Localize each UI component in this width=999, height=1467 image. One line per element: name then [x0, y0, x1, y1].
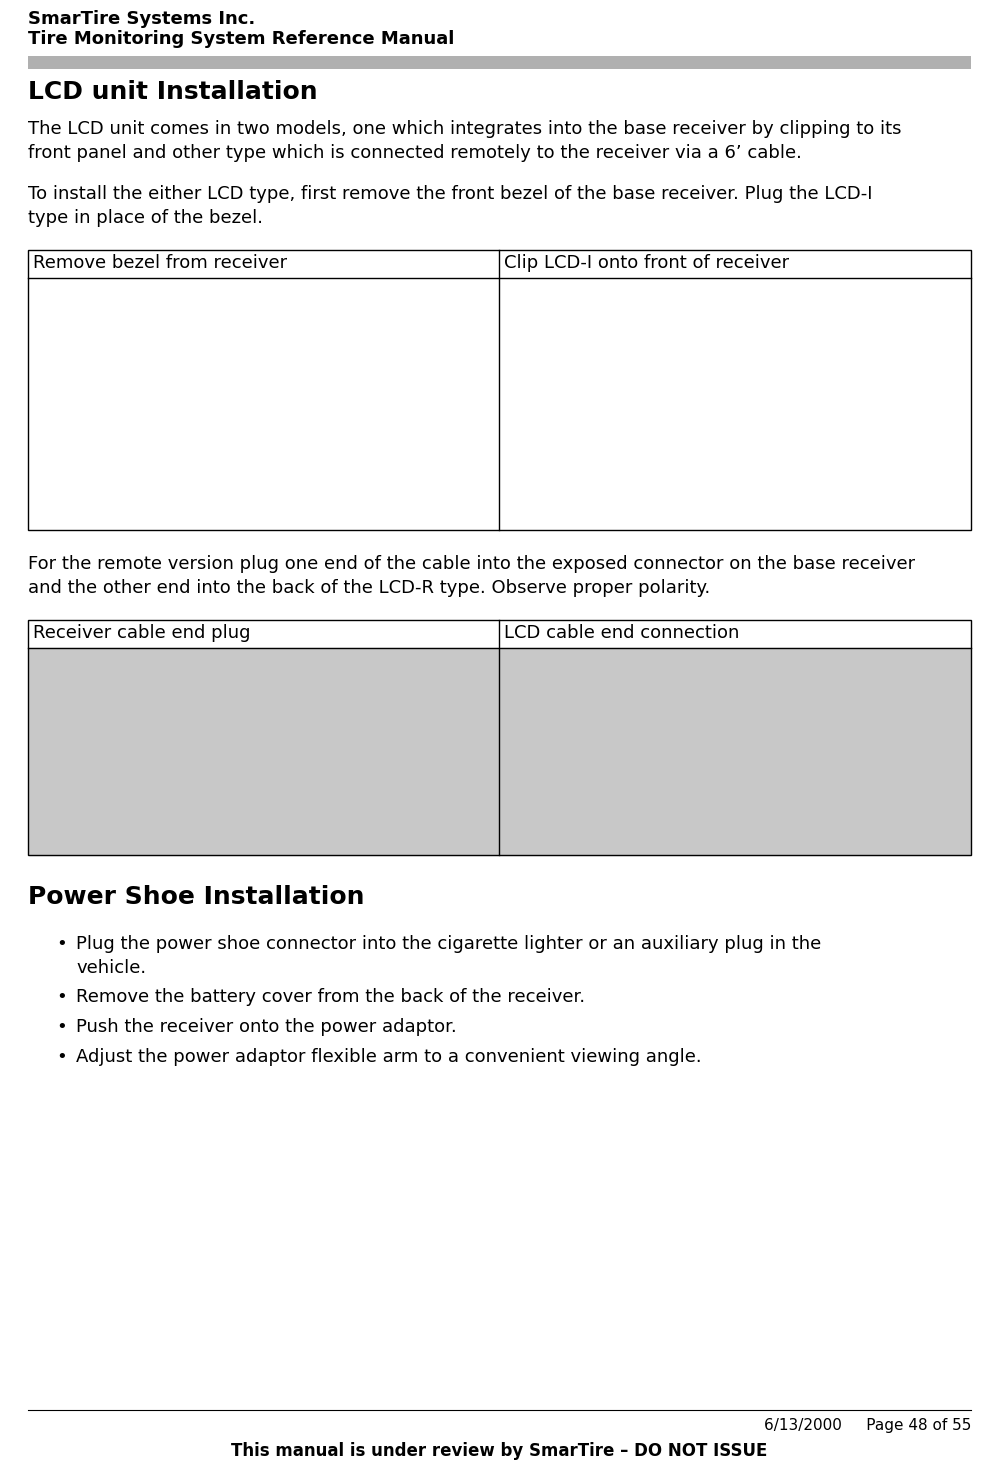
Bar: [500, 648, 970, 855]
Text: Adjust the power adaptor flexible arm to a convenient viewing angle.: Adjust the power adaptor flexible arm to…: [76, 1047, 701, 1067]
Bar: [500, 279, 970, 530]
Bar: [28, 621, 971, 855]
Text: 6/13/2000     Page 48 of 55: 6/13/2000 Page 48 of 55: [763, 1419, 971, 1433]
Text: Push the receiver onto the power adaptor.: Push the receiver onto the power adaptor…: [76, 1018, 457, 1036]
Text: Clip LCD-I onto front of receiver: Clip LCD-I onto front of receiver: [504, 254, 789, 271]
Text: For the remote version plug one end of the cable into the exposed connector on t: For the remote version plug one end of t…: [28, 555, 915, 597]
Text: •: •: [56, 987, 67, 1006]
Text: To install the either LCD type, first remove the front bezel of the base receive: To install the either LCD type, first re…: [28, 185, 872, 227]
Bar: [28, 249, 971, 530]
Text: •: •: [56, 934, 67, 954]
Text: •: •: [56, 1018, 67, 1036]
Text: Tire Monitoring System Reference Manual: Tire Monitoring System Reference Manual: [28, 29, 455, 48]
Bar: [28, 56, 971, 69]
Bar: [29, 648, 498, 855]
Text: LCD cable end connection: LCD cable end connection: [504, 623, 739, 643]
Text: •: •: [56, 1047, 67, 1067]
Text: Power Shoe Installation: Power Shoe Installation: [28, 885, 365, 910]
Text: Receiver cable end plug: Receiver cable end plug: [33, 623, 251, 643]
Text: LCD unit Installation: LCD unit Installation: [28, 81, 318, 104]
Text: Plug the power shoe connector into the cigarette lighter or an auxiliary plug in: Plug the power shoe connector into the c…: [76, 934, 821, 977]
Text: The LCD unit comes in two models, one which integrates into the base receiver by: The LCD unit comes in two models, one wh…: [28, 120, 901, 163]
Text: This manual is under review by SmarTire – DO NOT ISSUE: This manual is under review by SmarTire …: [232, 1442, 767, 1460]
Text: Remove the battery cover from the back of the receiver.: Remove the battery cover from the back o…: [76, 987, 585, 1006]
Text: Remove bezel from receiver: Remove bezel from receiver: [33, 254, 287, 271]
Bar: [29, 279, 498, 530]
Text: SmarTire Systems Inc.: SmarTire Systems Inc.: [28, 10, 256, 28]
